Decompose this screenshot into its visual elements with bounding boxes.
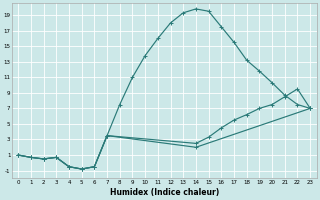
X-axis label: Humidex (Indice chaleur): Humidex (Indice chaleur) [109, 188, 219, 197]
